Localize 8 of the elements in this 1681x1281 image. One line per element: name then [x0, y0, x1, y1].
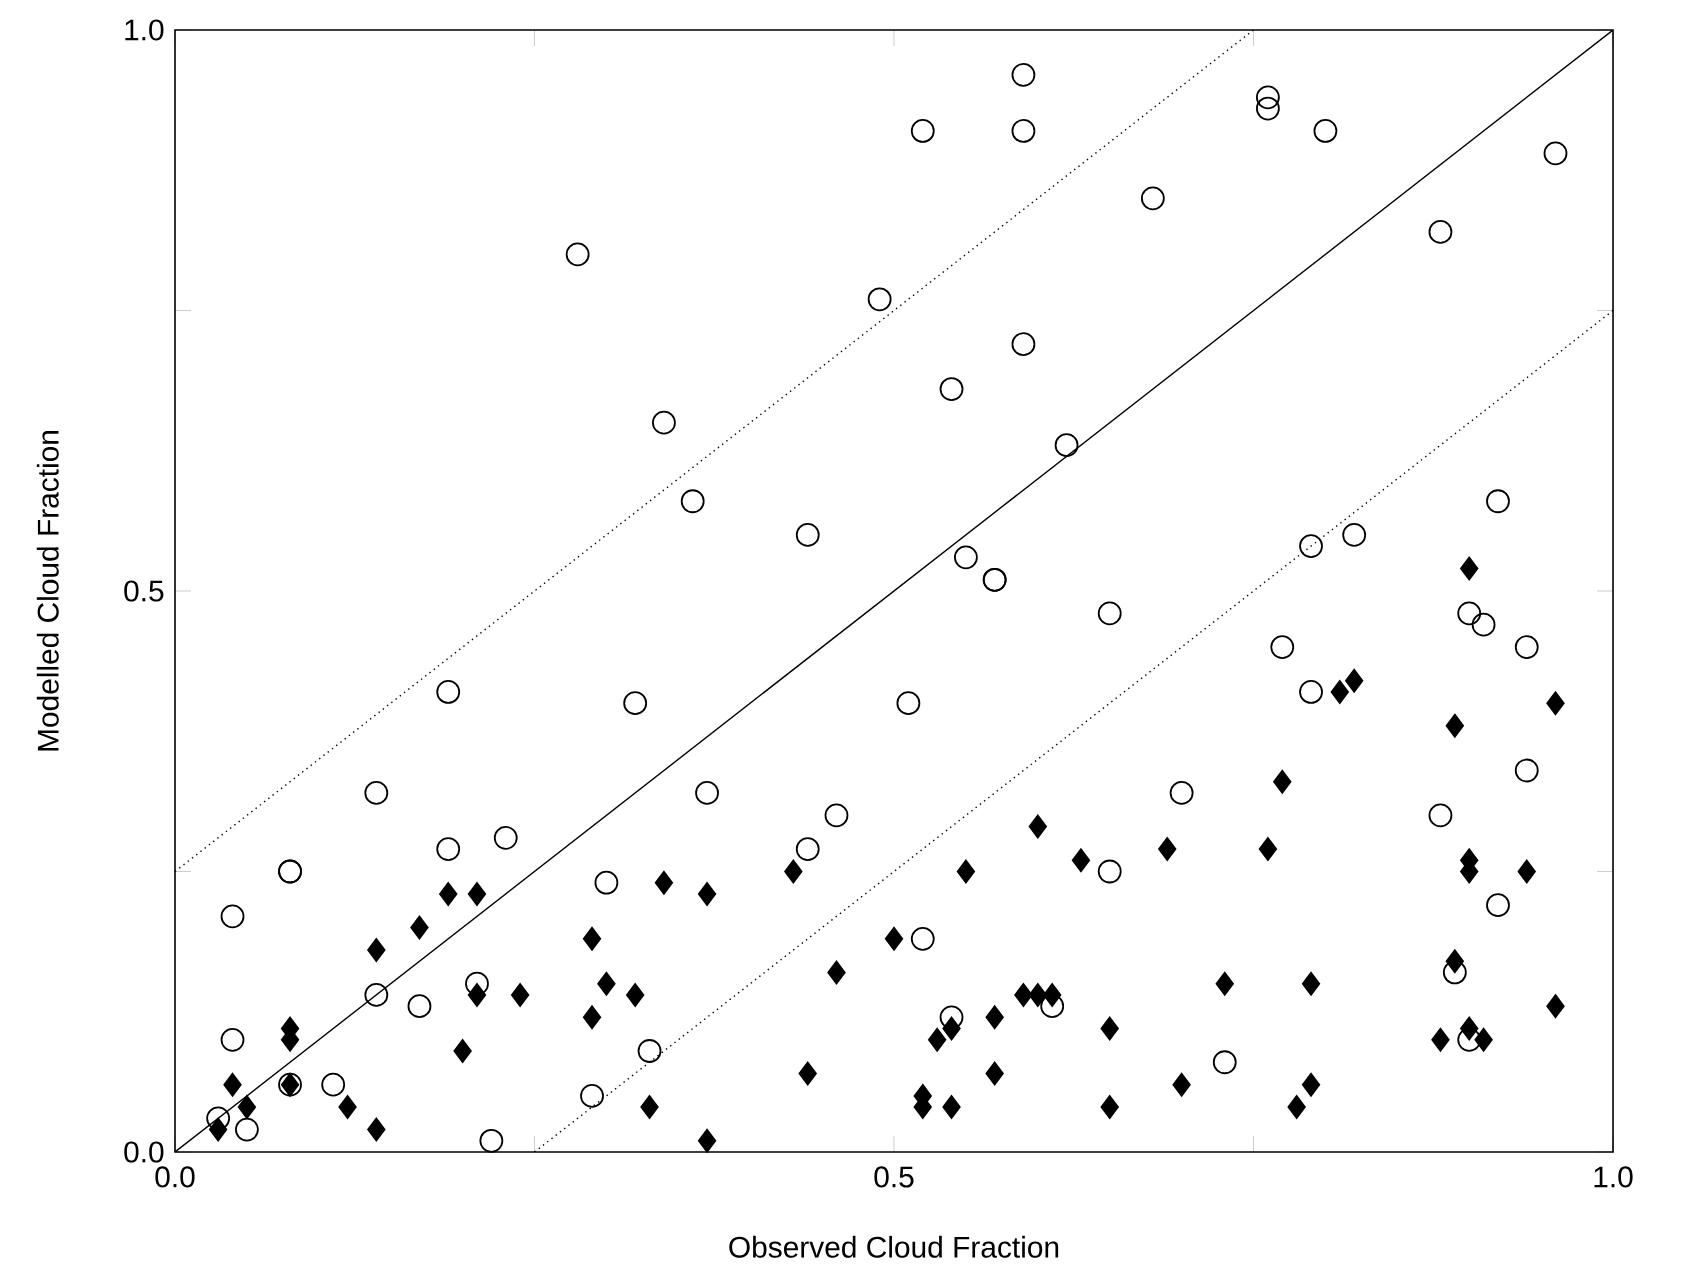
x-axis-title: Observed Cloud Fraction	[729, 1235, 1059, 1258]
x-tick-label: 0.5	[874, 1166, 914, 1188]
x-tick-label: 1.0	[1594, 1166, 1633, 1188]
y-tick-label: 0.5	[124, 580, 164, 602]
y-tick-label: 0.0	[124, 1141, 164, 1163]
x-tick-label: 0.0	[155, 1166, 195, 1188]
y-axis-title: Modelled Cloud Fraction	[36, 431, 59, 751]
y-tick-label: 1.0	[125, 19, 164, 41]
